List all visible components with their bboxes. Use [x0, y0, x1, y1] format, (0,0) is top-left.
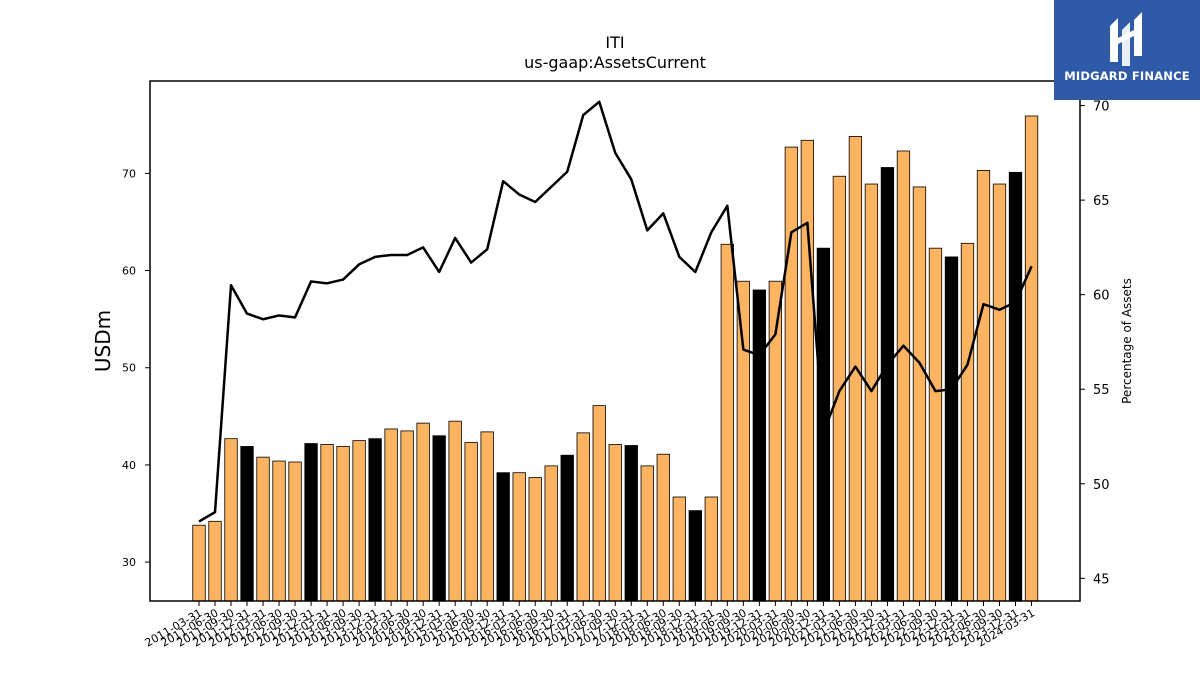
logo-text: MIDGARD FINANCE [1064, 69, 1190, 83]
y2-tick-label: 70 [1093, 100, 1110, 115]
y-tick-label: 40 [122, 459, 136, 472]
bar-2012-09-30 [288, 461, 302, 602]
y2-tick-label: 45 [1093, 572, 1110, 587]
bar-2019-03-31 [704, 496, 718, 602]
bar-2019-09-30 [736, 280, 750, 602]
bar-2023-12-31 [1008, 171, 1023, 602]
x-axis: 2011-03-312011-06-302011-09-302011-12-31… [143, 601, 1037, 650]
bar-2021-09-30 [864, 183, 879, 602]
bar-2014-09-30 [416, 422, 430, 602]
bar-2015-06-30 [464, 442, 478, 602]
bar-2024-03-31 [1024, 115, 1039, 602]
bar-2011-06-30 [208, 520, 222, 602]
bar-2015-03-31 [448, 420, 462, 602]
bar-2018-03-31 [640, 465, 654, 602]
bar-2023-06-30 [976, 170, 991, 602]
bar-2020-09-30 [800, 139, 815, 602]
bar-2012-03-31 [256, 456, 270, 602]
bar-2016-06-30 [528, 477, 542, 602]
y-tick-label: 60 [122, 265, 136, 278]
right-axis: 45 50 55 60 65 70 [1080, 100, 1110, 587]
y-axis-label: USDm [91, 310, 115, 372]
bar-2021-03-31 [832, 175, 847, 602]
y2-tick-label: 50 [1093, 478, 1110, 493]
bar-2019-06-30 [720, 243, 734, 602]
bar-2018-06-30 [656, 453, 670, 602]
bar-2021-12-31 [880, 167, 895, 602]
percentage-line [198, 100, 1033, 523]
bar-2011-03-31 [192, 524, 206, 602]
bar-2013-06-30 [336, 446, 350, 602]
bar-2011-12-31 [240, 446, 254, 602]
y-tick-label: 50 [122, 362, 136, 375]
bar-2014-06-30 [400, 430, 414, 602]
y2-tick-label: 55 [1093, 383, 1110, 398]
bar-2016-12-31 [560, 454, 574, 602]
bar-2022-03-31 [896, 150, 911, 602]
bar-2017-09-30 [608, 444, 622, 602]
bar-2014-03-31 [384, 428, 398, 602]
bar-2016-09-30 [544, 465, 558, 602]
y2-axis-label: Percentage of Assets [1120, 278, 1134, 404]
bar-2018-09-30 [672, 496, 686, 602]
bar-2020-06-30 [784, 146, 799, 602]
bar-2014-12-31 [432, 435, 446, 602]
bar-2023-03-31 [960, 242, 975, 602]
chart-title: ITI [605, 33, 624, 52]
bar-2022-12-31 [944, 256, 959, 602]
bar-2012-06-30 [272, 460, 286, 602]
bar-2011-09-30 [224, 438, 238, 602]
bar-2023-09-30 [992, 183, 1007, 602]
bar-2016-03-31 [512, 472, 526, 602]
bar-2018-12-31 [688, 510, 702, 602]
bar-2013-03-31 [320, 444, 334, 602]
bar-2022-06-30 [912, 186, 927, 602]
bar-2013-12-31 [368, 438, 382, 602]
bar-2013-09-30 [352, 440, 366, 602]
bar-2017-03-31 [576, 432, 590, 602]
bar-2015-12-31 [496, 472, 510, 602]
bar-series [192, 115, 1039, 602]
left-axis: 30 40 50 60 70 [122, 167, 150, 569]
y2-tick-label: 60 [1093, 289, 1110, 304]
midgard-logo-icon [1110, 12, 1142, 66]
chart-subtitle: us-gaap:AssetsCurrent [524, 53, 706, 72]
bar-2015-09-30 [480, 431, 494, 602]
bar-2012-12-31 [304, 443, 318, 602]
bar-2017-12-31 [624, 445, 638, 602]
bar-2022-09-30 [928, 247, 943, 602]
midgard-finance-logo: MIDGARD FINANCE [1054, 0, 1200, 100]
bar-2017-06-30 [592, 405, 606, 602]
bar-2019-12-31 [752, 289, 766, 602]
y2-tick-label: 65 [1093, 194, 1110, 209]
y-tick-label: 70 [122, 167, 136, 180]
y-tick-label: 30 [122, 556, 136, 569]
